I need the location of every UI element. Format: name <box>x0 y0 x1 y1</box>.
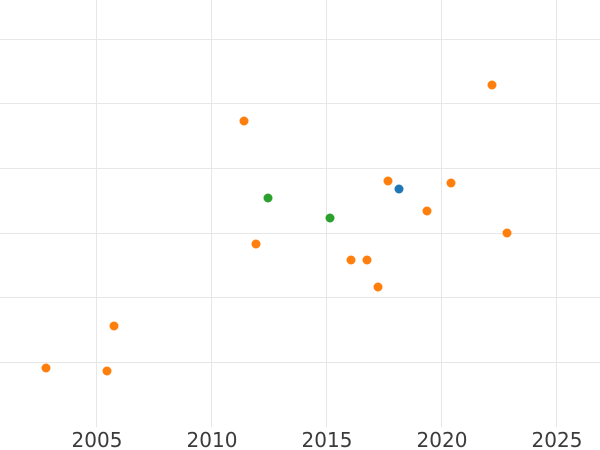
x-tick-label-2015: 2015 <box>301 428 353 450</box>
data-point-orange-series <box>346 255 356 265</box>
data-point-blue-series <box>394 184 404 194</box>
data-point-green-series <box>325 213 335 223</box>
y-gridline <box>0 168 600 170</box>
y-gridline <box>0 103 600 105</box>
x-tick-label-2025: 2025 <box>531 428 583 450</box>
y-gridline <box>0 361 600 363</box>
data-point-orange-series <box>102 366 112 376</box>
data-point-orange-series <box>251 239 261 249</box>
data-point-orange-series <box>422 206 432 216</box>
data-point-orange-series <box>487 80 497 90</box>
y-gridline <box>0 297 600 299</box>
x-tick-label-2010: 2010 <box>186 428 238 450</box>
x-tick-label-2005: 2005 <box>71 428 123 450</box>
data-point-green-series <box>263 193 273 203</box>
data-point-orange-series <box>373 282 383 292</box>
x-gridline <box>441 0 443 427</box>
data-point-orange-series <box>41 363 51 373</box>
y-gridline <box>0 232 600 234</box>
data-point-orange-series <box>109 321 119 331</box>
data-point-orange-series <box>446 178 456 188</box>
x-tick-label-2020: 2020 <box>416 428 468 450</box>
x-axis: 2005 2010 2015 2020 2025 <box>0 427 600 450</box>
y-gridline <box>0 38 600 40</box>
data-point-orange-series <box>502 228 512 238</box>
data-point-orange-series <box>362 255 372 265</box>
x-gridline <box>556 0 558 427</box>
data-point-orange-series <box>383 176 393 186</box>
data-point-orange-series <box>239 116 249 126</box>
x-gridline <box>211 0 213 427</box>
plot-area <box>0 0 600 427</box>
x-gridline <box>96 0 98 427</box>
